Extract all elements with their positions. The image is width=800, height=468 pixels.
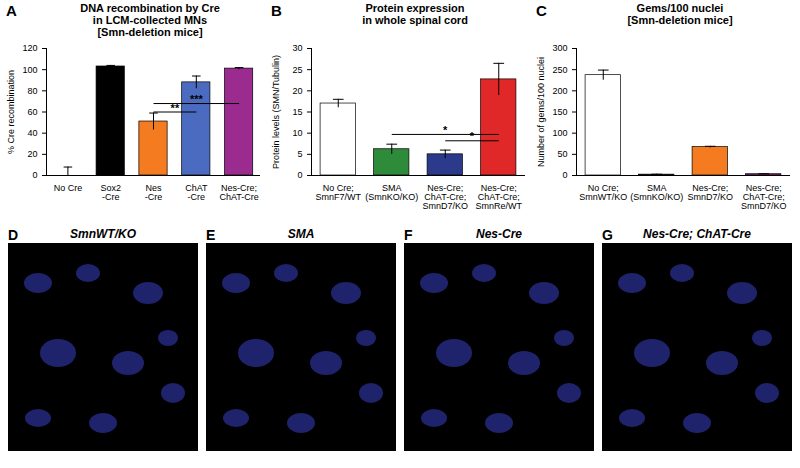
html-text:Protein expression in whole sp: Protein expression in whole spinal cord	[362, 2, 468, 26]
svg-text:100: 100	[552, 128, 567, 138]
svg-text:0: 0	[297, 170, 302, 180]
html-text:C: C	[536, 2, 547, 19]
svg-text:SMA(SmnKO/KO): SMA(SmnKO/KO)	[365, 183, 418, 202]
svg-text:Protein levels (SMN/Tubulin): Protein levels (SMN/Tubulin)	[271, 55, 281, 169]
svg-text:Nes-Cre;ChAT-Cre;SmnRe/WT: Nes-Cre;ChAT-Cre;SmnRe/WT	[475, 183, 522, 211]
svg-text:Number of gems/100 nuclei: Number of gems/100 nuclei	[536, 57, 546, 167]
svg-text:25: 25	[292, 65, 302, 75]
svg-text:10: 10	[292, 128, 302, 138]
svg-text:No Cre;SmnF7/WT: No Cre;SmnF7/WT	[315, 183, 361, 202]
svg-text:150: 150	[552, 107, 567, 117]
svg-text:20: 20	[27, 149, 37, 159]
svg-text:% Cre recombination: % Cre recombination	[6, 70, 16, 154]
svg-text:200: 200	[552, 86, 567, 96]
svg-text:Nes-Cre;ChAT-Cre;SmnD7/KO: Nes-Cre;ChAT-Cre;SmnD7/KO	[741, 183, 787, 211]
svg-text:0: 0	[32, 170, 37, 180]
svg-text:250: 250	[552, 65, 567, 75]
svg-text:20: 20	[292, 86, 302, 96]
svg-text:***: ***	[190, 93, 204, 105]
html-text:Gems/100 nuclei [Smn-deletion: Gems/100 nuclei [Smn-deletion mice]	[627, 2, 733, 26]
svg-text:60: 60	[27, 107, 37, 117]
svg-text:5: 5	[297, 149, 302, 159]
svg-text:100: 100	[22, 65, 37, 75]
svg-text:Nes-Cre;ChAT-Cre;SmnD7/KO: Nes-Cre;ChAT-Cre;SmnD7/KO	[422, 183, 468, 211]
svg-text:*: *	[470, 130, 475, 142]
svg-text:ChAT-Cre: ChAT-Cre	[185, 183, 208, 202]
svg-text:40: 40	[27, 128, 37, 138]
html-text:Nes-Cre: Nes-Cre	[476, 227, 522, 241]
svg-text:120: 120	[22, 43, 37, 53]
svg-text:*: *	[443, 124, 448, 136]
svg-text:15: 15	[292, 107, 302, 117]
html-text:A: A	[6, 2, 17, 19]
svg-text:Nes-Cre;SmnD7/KO: Nes-Cre;SmnD7/KO	[687, 183, 733, 202]
html-text:SMA: SMA	[287, 227, 315, 241]
svg-text:50: 50	[557, 149, 567, 159]
html-text:F: F	[404, 227, 413, 243]
html-text:B: B	[271, 2, 282, 19]
html-text:D: D	[8, 227, 19, 243]
svg-text:SMA(SmnKO/KO): SMA(SmnKO/KO)	[630, 183, 683, 202]
html-text:G: G	[602, 227, 613, 243]
svg-text:Nes-Cre: Nes-Cre	[145, 183, 163, 202]
svg-text:0: 0	[562, 170, 567, 180]
svg-text:80: 80	[27, 86, 37, 96]
html-text:E: E	[206, 227, 216, 243]
svg-text:No Cre;SmnWT/KO: No Cre;SmnWT/KO	[579, 183, 627, 202]
html-text:SmnWT/KO: SmnWT/KO	[70, 227, 136, 241]
svg-text:Nes-Cre;ChAT-Cre: Nes-Cre;ChAT-Cre	[219, 183, 258, 202]
svg-text:No Cre: No Cre	[54, 183, 83, 193]
svg-text:300: 300	[552, 43, 567, 53]
svg-text:30: 30	[292, 43, 302, 53]
svg-text:**: **	[171, 102, 180, 114]
html-text:DNA recombination by Cre in LC: DNA recombination by Cre in LCM-collecte…	[80, 2, 220, 38]
svg-text:Sox2-Cre: Sox2-Cre	[100, 183, 121, 202]
html-text:Nes-Cre; ChAT-Cre: Nes-Cre; ChAT-Cre	[643, 227, 751, 241]
